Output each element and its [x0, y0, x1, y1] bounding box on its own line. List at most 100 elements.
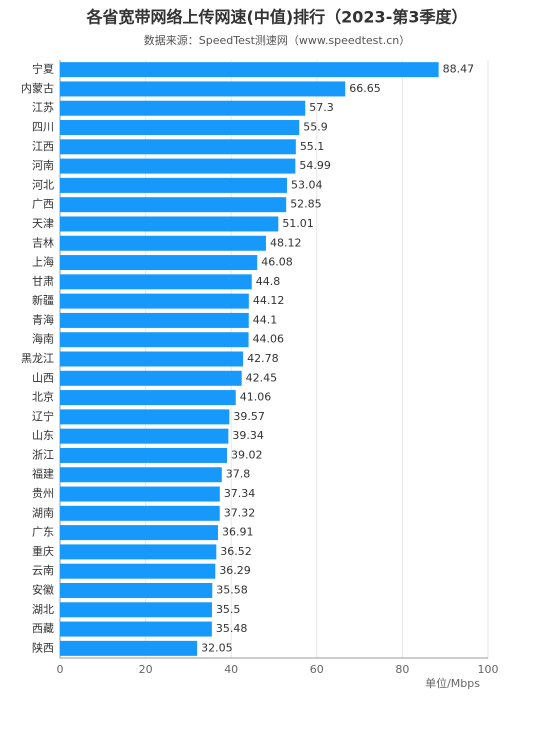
y-tick-label: 云南: [32, 564, 54, 577]
y-tick-label: 四川: [32, 121, 54, 134]
value-label: 35.5: [216, 603, 241, 616]
y-tick-label: 山东: [32, 429, 54, 442]
bar: [60, 467, 222, 483]
y-tick-label: 广东: [32, 526, 54, 539]
y-tick-label: 江西: [32, 140, 54, 153]
y-tick-label: 河北: [32, 178, 54, 191]
value-label: 54.99: [299, 159, 331, 172]
bar: [60, 582, 213, 598]
y-tick-label: 贵州: [32, 487, 54, 500]
value-label: 41.06: [240, 391, 272, 404]
y-tick-label: 天津: [32, 217, 54, 230]
value-label: 51.01: [282, 217, 314, 230]
bar: [60, 158, 296, 174]
bar: [60, 525, 218, 541]
value-label: 44.12: [253, 294, 285, 307]
y-tick-label: 内蒙古: [21, 81, 54, 95]
y-tick-label: 黑龙江: [21, 352, 54, 365]
y-tick-label: 北京: [32, 390, 54, 404]
bar: [60, 409, 230, 425]
value-label: 36.52: [220, 545, 252, 558]
y-tick-label: 山西: [32, 371, 54, 384]
bar: [60, 255, 258, 271]
x-tick-label: 60: [310, 663, 324, 676]
value-label: 39.34: [232, 429, 263, 442]
y-tick-label: 青海: [32, 312, 54, 326]
y-tick-label: 重庆: [32, 544, 54, 558]
bar: [60, 62, 439, 78]
y-tick-label: 新疆: [32, 293, 54, 307]
value-label: 32.05: [201, 641, 233, 654]
value-label: 44.06: [253, 333, 284, 346]
bar: [60, 563, 216, 579]
value-label: 37.32: [224, 506, 256, 519]
x-tick-label: 0: [57, 663, 64, 676]
value-label: 53.04: [291, 178, 323, 191]
bar: [60, 274, 252, 290]
value-label: 55.9: [303, 121, 328, 134]
value-label: 39.02: [231, 448, 263, 461]
bar: [60, 100, 306, 116]
y-tick-label: 河南: [32, 159, 54, 172]
value-label: 48.12: [270, 236, 302, 249]
x-tick-label: 20: [139, 663, 153, 676]
x-tick-label: 80: [395, 663, 409, 676]
bar: [60, 120, 300, 136]
bar: [60, 293, 249, 309]
y-tick-label: 陕西: [32, 640, 54, 654]
bar: [60, 602, 212, 618]
value-label: 35.58: [216, 583, 248, 596]
y-tick-label: 湖北: [32, 603, 54, 616]
bar: [60, 332, 249, 348]
value-label: 37.34: [224, 487, 256, 500]
y-tick-label: 辽宁: [32, 409, 54, 423]
value-label: 39.57: [233, 410, 265, 423]
value-label: 66.65: [349, 82, 381, 95]
x-tick-label: 40: [224, 663, 238, 676]
value-label: 57.3: [309, 101, 334, 114]
value-label: 35.48: [216, 622, 248, 635]
x-tick-label: 100: [478, 663, 499, 676]
bar: [60, 216, 279, 232]
value-label: 36.91: [222, 526, 254, 539]
y-tick-label: 浙江: [32, 448, 54, 461]
y-tick-label: 吉林: [32, 235, 54, 249]
bar: [60, 621, 212, 637]
bar: [60, 486, 220, 502]
bar: [60, 197, 287, 213]
bar: [60, 81, 346, 97]
chart-title: 各省宽带网络上传网速(中值)排行（2023-第3季度）: [86, 8, 468, 27]
y-tick-label: 福建: [32, 467, 54, 481]
value-label: 46.08: [261, 256, 293, 269]
value-label: 55.1: [300, 140, 325, 153]
y-tick-label: 湖南: [32, 506, 54, 519]
bar: [60, 177, 288, 193]
y-tick-label: 广西: [32, 198, 54, 211]
bar: [60, 447, 228, 463]
value-label: 42.45: [246, 371, 278, 384]
bar: [60, 505, 220, 521]
bar: [60, 428, 229, 444]
y-tick-label: 海南: [32, 332, 54, 346]
y-tick-label: 安徽: [32, 582, 54, 596]
y-tick-label: 江苏: [32, 101, 54, 114]
value-label: 37.8: [226, 468, 251, 481]
value-label: 52.85: [290, 198, 322, 211]
y-tick-label: 宁夏: [32, 62, 54, 76]
y-tick-label: 上海: [32, 255, 54, 269]
x-axis-label: 单位/Mbps: [425, 676, 480, 690]
bar: [60, 544, 217, 560]
value-label: 44.1: [253, 313, 277, 326]
bar: [60, 370, 242, 386]
bar: [60, 390, 236, 406]
bar: [60, 312, 249, 328]
bar: [60, 139, 296, 155]
value-label: 88.47: [443, 63, 475, 76]
bar: [60, 351, 244, 367]
value-label: 44.8: [256, 275, 281, 288]
y-tick-label: 西藏: [32, 622, 54, 635]
chart-subtitle: 数据来源：SpeedTest测速网（www.speedtest.cn）: [144, 33, 411, 47]
y-tick-label: 甘肃: [32, 275, 54, 288]
value-label: 42.78: [247, 352, 278, 365]
